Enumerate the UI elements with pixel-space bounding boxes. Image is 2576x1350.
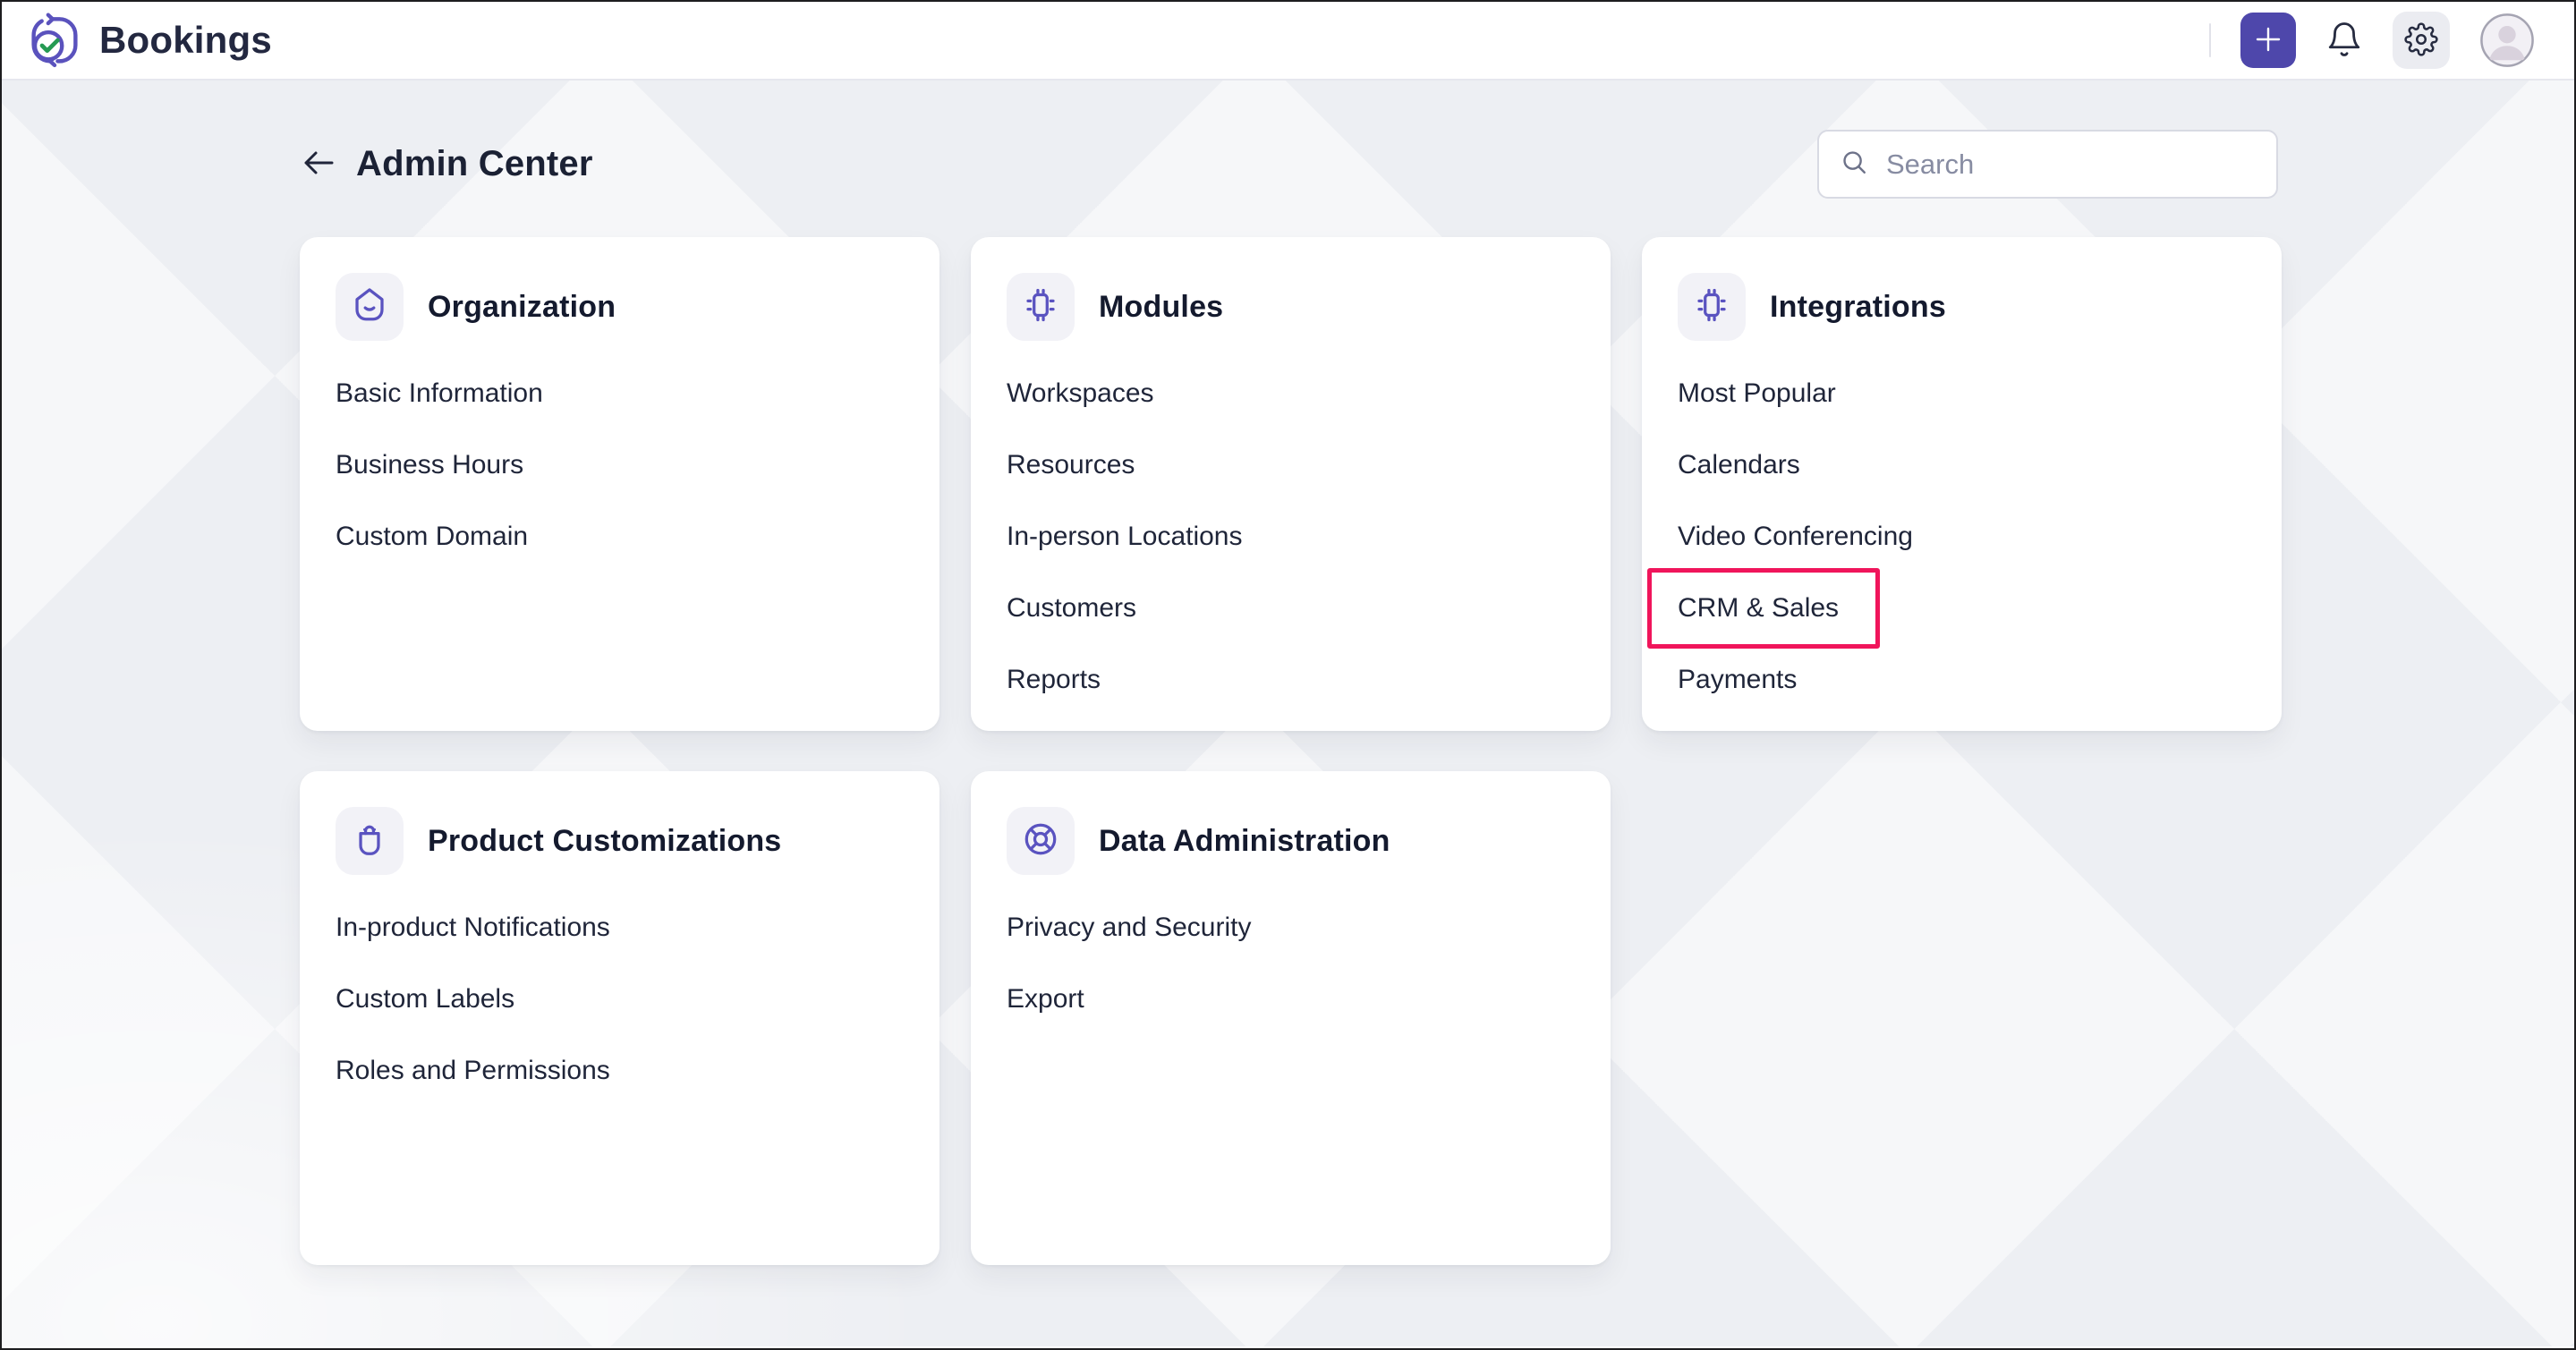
page-title: Admin Center xyxy=(356,144,593,183)
item-in-person-locations[interactable]: In-person Locations xyxy=(1007,522,1243,551)
item-reports[interactable]: Reports xyxy=(1007,665,1101,694)
card-title: Modules xyxy=(1099,289,1224,324)
gear-icon xyxy=(2404,21,2438,59)
card-modules: Modules Workspaces Resources In-person L… xyxy=(971,237,1611,731)
card-item-list: Privacy and Security Export xyxy=(1007,892,1575,1035)
item-roles-and-permissions[interactable]: Roles and Permissions xyxy=(336,1056,610,1085)
notifications-button[interactable] xyxy=(2325,21,2363,61)
card-item-list: In-product Notifications Custom Labels R… xyxy=(336,892,904,1107)
app-title: Bookings xyxy=(99,19,272,61)
card-header: Product Customizations xyxy=(336,807,904,875)
item-basic-information[interactable]: Basic Information xyxy=(336,378,543,408)
product-customizations-icon xyxy=(349,819,390,864)
card-icon-box xyxy=(1007,273,1075,341)
card-header: Modules xyxy=(1007,273,1575,341)
card-product-customizations: Product Customizations In-product Notifi… xyxy=(300,771,939,1265)
card-icon-box xyxy=(336,807,404,875)
item-export[interactable]: Export xyxy=(1007,984,1084,1014)
card-item-list: Workspaces Resources In-person Locations… xyxy=(1007,358,1575,716)
card-icon-box xyxy=(1007,807,1075,875)
card-item-list: Basic Information Business Hours Custom … xyxy=(336,358,904,573)
topbar-actions xyxy=(2209,12,2535,69)
item-video-conferencing[interactable]: Video Conferencing xyxy=(1678,522,1913,551)
item-payments[interactable]: Payments xyxy=(1678,665,1798,694)
search-icon xyxy=(1839,147,1869,182)
bookings-logo-icon xyxy=(25,11,84,70)
user-avatar[interactable] xyxy=(2479,13,2535,68)
item-most-popular[interactable]: Most Popular xyxy=(1678,378,1836,408)
data-administration-icon xyxy=(1020,819,1061,864)
crm-sales-highlight-box: CRM & Sales xyxy=(1647,568,1881,649)
card-header: Organization xyxy=(336,273,904,341)
admin-center-page: Admin Center xyxy=(2,81,2574,1346)
bell-icon xyxy=(2325,21,2363,61)
item-crm-and-sales[interactable]: CRM & Sales xyxy=(1647,568,2246,649)
card-integrations: Integrations Most Popular Calendars Vide… xyxy=(1642,237,2282,731)
card-header: Integrations xyxy=(1678,273,2246,341)
item-customers[interactable]: Customers xyxy=(1007,593,1137,623)
integrations-icon xyxy=(1691,284,1732,330)
modules-icon xyxy=(1020,284,1061,330)
item-workspaces[interactable]: Workspaces xyxy=(1007,378,1154,408)
item-calendars[interactable]: Calendars xyxy=(1678,450,1800,480)
admin-cards-grid: Organization Basic Information Business … xyxy=(300,237,2282,1265)
item-custom-labels[interactable]: Custom Labels xyxy=(336,984,515,1014)
card-title: Organization xyxy=(428,289,616,324)
create-button[interactable] xyxy=(2240,13,2296,68)
card-organization: Organization Basic Information Business … xyxy=(300,237,939,731)
search-input[interactable] xyxy=(1884,147,2257,182)
item-privacy-and-security[interactable]: Privacy and Security xyxy=(1007,913,1252,942)
card-header: Data Administration xyxy=(1007,807,1575,875)
card-title: Integrations xyxy=(1770,289,1946,324)
arrow-left-icon xyxy=(300,144,337,184)
brand[interactable]: Bookings xyxy=(25,11,272,70)
card-icon-box xyxy=(1678,273,1746,341)
card-title: Product Customizations xyxy=(428,823,782,858)
back-button[interactable] xyxy=(300,144,337,184)
card-icon-box xyxy=(336,273,404,341)
organization-icon xyxy=(349,284,390,330)
page-header: Admin Center xyxy=(300,130,2278,199)
topbar: Bookings xyxy=(2,2,2574,81)
item-custom-domain[interactable]: Custom Domain xyxy=(336,522,529,551)
settings-button[interactable] xyxy=(2393,12,2450,69)
card-item-list: Most Popular Calendars Video Conferencin… xyxy=(1647,358,2246,716)
card-title: Data Administration xyxy=(1099,823,1390,858)
item-resources[interactable]: Resources xyxy=(1007,450,1135,480)
item-in-product-notifications[interactable]: In-product Notifications xyxy=(336,913,610,942)
search-box[interactable] xyxy=(1817,130,2278,199)
card-data-administration: Data Administration Privacy and Security… xyxy=(971,771,1611,1265)
plus-icon xyxy=(2252,23,2284,58)
item-business-hours[interactable]: Business Hours xyxy=(336,450,524,480)
topbar-divider xyxy=(2209,23,2211,57)
